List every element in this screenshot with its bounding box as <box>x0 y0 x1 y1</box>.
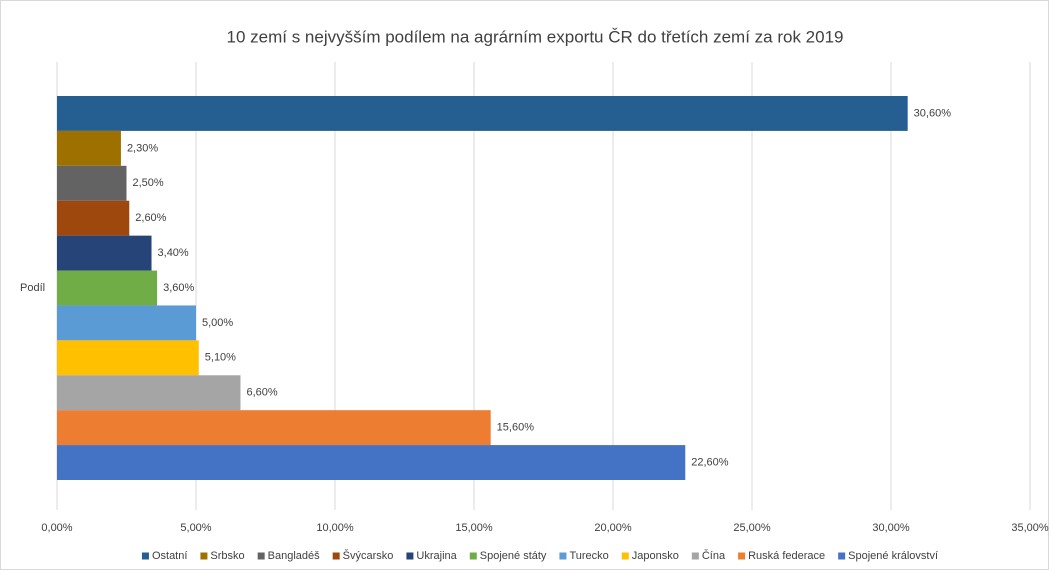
legend-swatch <box>406 552 414 560</box>
x-tick-label: 30,00% <box>872 522 910 534</box>
legend-swatch <box>469 552 477 560</box>
legend-label: Ruská federace <box>748 550 825 562</box>
x-tick-label: 35,00% <box>1011 522 1049 534</box>
legend-swatch <box>738 552 746 560</box>
bar <box>57 410 491 446</box>
value-label: 2,60% <box>135 212 166 224</box>
value-label: 30,60% <box>914 107 952 119</box>
chart-title: 10 zemí s nejvyšším podílem na agrárním … <box>227 27 844 46</box>
legend-label: Srbsko <box>210 550 244 562</box>
legend-swatch <box>257 552 265 560</box>
x-tick-label: 20,00% <box>594 522 632 534</box>
legend-item: Turecko <box>559 550 609 562</box>
legend-swatch <box>141 552 149 560</box>
value-label: 3,60% <box>163 282 194 294</box>
legend-item: Spojené království <box>838 550 938 562</box>
legend-swatch <box>559 552 567 560</box>
legend-swatch <box>200 552 208 560</box>
bar <box>57 165 127 201</box>
bar <box>57 130 121 166</box>
legend-item: Ostatní <box>141 550 187 562</box>
bar <box>57 96 908 131</box>
bar <box>57 200 130 236</box>
bar <box>57 270 158 306</box>
x-tick-label: 15,00% <box>455 522 493 534</box>
bars: Podíl 30,60% 2,30% 2,50% 2,60% 3,40% 3,60% 5,00… <box>20 96 951 480</box>
category-label: Podíl <box>20 282 45 294</box>
bar <box>57 375 241 411</box>
legend-label: Ostatní <box>152 550 187 562</box>
value-label: 22,60% <box>691 456 729 468</box>
legend-item: Čína <box>691 549 726 562</box>
legend-item: Srbsko <box>200 550 245 562</box>
legend-item: Japonsko <box>621 550 679 562</box>
legend-label: Spojené státy <box>480 550 547 562</box>
legend-swatch <box>838 552 846 560</box>
x-tick-label: 5,00% <box>180 522 211 534</box>
bar <box>57 445 686 480</box>
legend-label: Čína <box>702 549 726 562</box>
legend-label: Bangladéš <box>268 550 320 562</box>
x-tick-label: 0,00% <box>41 522 72 534</box>
legend-swatch <box>332 552 340 560</box>
legend-label: Švýcarsko <box>343 549 394 562</box>
value-label: 2,30% <box>127 142 158 154</box>
legend-label: Spojené království <box>848 550 938 562</box>
value-label: 5,00% <box>202 317 233 329</box>
bar <box>57 305 196 341</box>
value-label: 6,60% <box>246 387 277 399</box>
bar <box>57 340 199 376</box>
legend-label: Japonsko <box>632 550 679 562</box>
legend-label: Ukrajina <box>416 550 457 562</box>
legend: Ostatní Srbsko Bangladéš Švýcarsko Ukrajina S… <box>141 549 938 562</box>
value-label: 15,60% <box>497 422 535 434</box>
legend-item: Bangladéš <box>257 550 320 562</box>
legend-label: Turecko <box>569 550 608 562</box>
x-tick-label: 10,00% <box>316 522 354 534</box>
x-tick-label: 25,00% <box>733 522 771 534</box>
legend-swatch <box>691 552 699 560</box>
bar <box>57 235 152 271</box>
value-label: 5,10% <box>205 352 236 364</box>
legend-item: Ukrajina <box>406 550 458 562</box>
legend-item: Švýcarsko <box>332 549 394 562</box>
value-label: 2,50% <box>133 177 164 189</box>
value-label: 3,40% <box>158 247 189 259</box>
legend-item: Spojené státy <box>469 550 547 562</box>
legend-swatch <box>621 552 629 560</box>
legend-item: Ruská federace <box>738 550 825 562</box>
